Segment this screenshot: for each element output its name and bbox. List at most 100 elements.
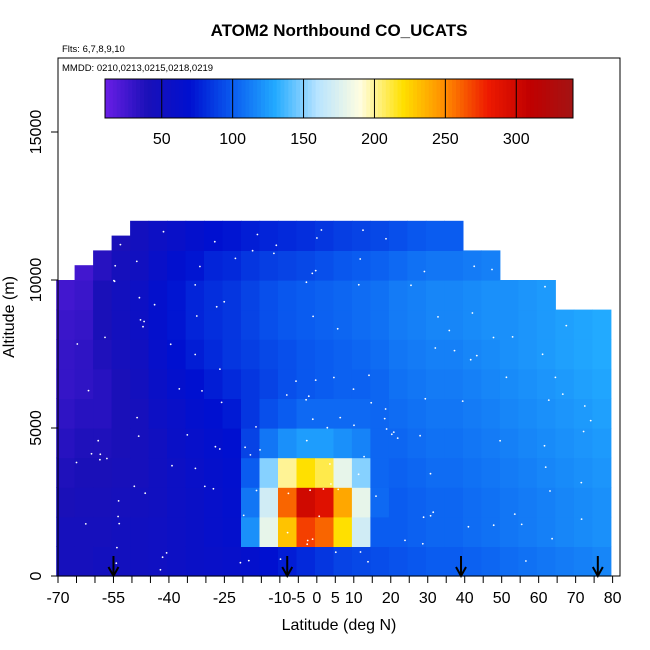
colorbar-swatch xyxy=(346,79,352,118)
heatmap-cell xyxy=(185,398,205,429)
colorbar-swatch xyxy=(307,79,313,118)
colorbar-swatch xyxy=(385,79,391,118)
heatmap-cell xyxy=(351,457,371,488)
x-tick-label: 5 xyxy=(331,590,340,607)
heatmap-cell xyxy=(370,250,390,281)
track-point xyxy=(429,514,432,517)
colorbar-swatch xyxy=(362,79,367,118)
track-point xyxy=(437,316,439,318)
colorbar-swatch xyxy=(459,79,465,118)
colorbar-swatch xyxy=(526,79,531,118)
colorbar-swatch xyxy=(530,79,535,118)
heatmap-cell xyxy=(167,487,187,518)
colorbar-swatch xyxy=(214,79,219,118)
colorbar-swatch xyxy=(249,79,254,118)
track-point xyxy=(448,329,451,332)
colorbar-swatch xyxy=(222,79,227,118)
heatmap-cell xyxy=(388,280,408,311)
colorbar-swatch xyxy=(147,79,153,118)
track-point xyxy=(547,399,550,401)
colorbar-swatch xyxy=(545,79,551,118)
heatmap-cell xyxy=(536,309,556,340)
heatmap-cell xyxy=(111,368,131,399)
heatmap-cell xyxy=(222,487,242,518)
track-point xyxy=(219,368,221,370)
heatmap-cell xyxy=(241,339,261,370)
track-point xyxy=(423,270,426,273)
heatmap-cell xyxy=(388,398,408,429)
track-point xyxy=(137,435,140,437)
heatmap-cell xyxy=(555,516,575,547)
track-point xyxy=(97,439,100,442)
heatmap-cell xyxy=(518,398,538,429)
heatmap-cell xyxy=(241,250,261,281)
heatmap-cell xyxy=(148,516,168,547)
heatmap-cell xyxy=(351,546,371,577)
heatmap-cell xyxy=(111,428,131,459)
heatmap-cell xyxy=(148,309,168,340)
heatmap-cell xyxy=(555,339,575,370)
track-point xyxy=(326,426,329,429)
heatmap-cell xyxy=(74,398,94,429)
heatmap-cell xyxy=(444,516,464,547)
x-tick-label: 50 xyxy=(493,590,511,607)
heatmap-cell xyxy=(204,309,224,340)
heatmap-cell xyxy=(499,398,519,429)
colorbar-swatch xyxy=(179,79,184,118)
heatmap-cell xyxy=(259,309,279,340)
colorbar-swatch xyxy=(202,79,207,118)
heatmap-cell xyxy=(130,516,150,547)
colorbar-swatch xyxy=(569,79,574,118)
heatmap-cell xyxy=(315,368,335,399)
x-tick-label: 70 xyxy=(567,590,585,607)
track-point xyxy=(171,464,173,467)
track-point xyxy=(580,518,583,520)
colorbar-swatch xyxy=(440,79,445,118)
x-tick-label: -10 xyxy=(268,590,291,607)
heatmap-cell xyxy=(278,457,298,488)
colorbar-swatch xyxy=(237,79,242,118)
heatmap-cell xyxy=(222,309,242,340)
heatmap-cell xyxy=(407,487,427,518)
colorbar-swatch xyxy=(339,79,344,118)
heatmap-cell xyxy=(296,457,316,488)
track-point xyxy=(353,424,355,427)
track-point xyxy=(247,559,250,562)
heatmap-cell xyxy=(407,546,427,577)
colorbar-swatch xyxy=(112,79,118,118)
heatmap-cell xyxy=(130,280,150,311)
colorbar-swatch xyxy=(471,79,476,118)
heatmap-cell xyxy=(518,309,538,340)
y-tick-label: 0 xyxy=(28,571,45,580)
track-point xyxy=(213,240,216,243)
heatmap-cell xyxy=(518,546,538,577)
heatmap-cell xyxy=(315,428,335,459)
heatmap-cell xyxy=(93,309,113,340)
heatmap-cell xyxy=(222,368,242,399)
heatmap-cell xyxy=(148,428,168,459)
colorbar-swatch xyxy=(229,79,235,118)
colorbar-swatch xyxy=(456,79,461,118)
heatmap-cell xyxy=(259,546,279,577)
heatmap-cell xyxy=(93,339,113,370)
track-point xyxy=(525,560,527,562)
track-point xyxy=(471,312,474,314)
track-point xyxy=(295,380,297,382)
heatmap-cell xyxy=(167,428,187,459)
track-point xyxy=(201,390,203,392)
colorbar-swatch xyxy=(167,79,172,118)
track-point xyxy=(119,243,122,246)
heatmap-cell xyxy=(148,546,168,577)
y-tick-label: 15000 xyxy=(28,110,45,155)
heatmap-cell xyxy=(592,428,612,459)
track-point xyxy=(153,303,156,306)
heatmap-cell xyxy=(296,398,316,429)
heatmap-cell xyxy=(204,398,224,429)
heatmap-cell xyxy=(351,487,371,518)
track-point xyxy=(359,258,362,260)
x-tick-label: -25 xyxy=(213,590,236,607)
heatmap-cell xyxy=(592,516,612,547)
heatmap-cell xyxy=(333,398,353,429)
heatmap-cell xyxy=(536,368,556,399)
heatmap-cell xyxy=(167,546,187,577)
